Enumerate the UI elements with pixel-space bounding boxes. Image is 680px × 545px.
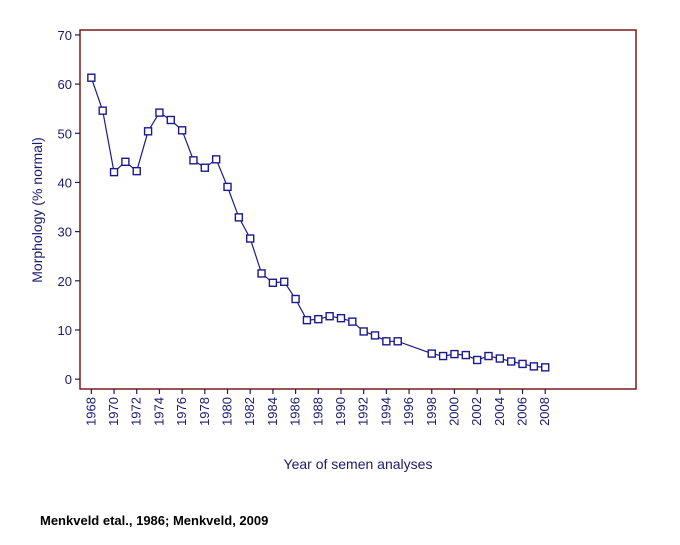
x-tick-label-1982: 1982 [242,397,257,426]
x-tick-label-2008: 2008 [537,397,552,426]
x-tick-label-1984: 1984 [265,397,280,426]
y-tick-label-10: 10 [58,323,72,338]
data-point-1974 [155,108,164,117]
x-tick-label-1988: 1988 [310,397,325,426]
data-point-1999 [438,351,448,361]
x-tick-label-1970: 1970 [106,397,121,426]
x-tick-label-1978: 1978 [197,397,212,426]
data-point-1993 [370,331,380,340]
x-axis-title: Year of semen analyses [284,456,433,472]
y-tick-label-50: 50 [58,126,72,141]
data-point-1980 [223,182,232,192]
x-tick-label-1992: 1992 [356,397,371,426]
y-tick-label-20: 20 [58,274,72,289]
data-point-1973 [143,127,153,136]
data-point-1987 [302,315,312,325]
data-point-1991 [348,317,357,326]
x-tick-label-2004: 2004 [492,397,507,426]
data-point-1977 [189,156,198,165]
data-point-1972 [132,166,141,176]
data-point-1978 [200,163,210,172]
x-axis: 1968 1970 1972 1974 1976 1978 1980 1982 1984 1986… [83,389,552,426]
x-tick-label-1972: 1972 [129,397,144,426]
y-tick-label-0: 0 [65,372,72,387]
x-tick-label-1986: 1986 [288,397,303,426]
data-point-1981 [234,213,244,222]
x-tick-label-2006: 2006 [515,397,530,426]
data-point-2006 [518,359,527,369]
series-layer [87,73,550,372]
data-point-1994 [382,337,391,346]
x-tick-label-1998: 1998 [424,397,439,426]
y-axis: 0 10 20 30 40 50 60 70 [58,28,80,387]
data-point-2002 [472,355,482,365]
x-tick-label-1968: 1968 [83,397,98,426]
x-tick-label-1996: 1996 [401,397,416,426]
y-tick-label-70: 70 [58,28,72,43]
x-tick-label-1976: 1976 [174,397,189,426]
data-point-1971 [121,157,130,166]
source-note: Menkveld etal., 1986; Menkveld, 2009 [40,513,269,528]
data-point-2000 [450,349,459,359]
plot-area-frame [79,29,637,390]
data-point-1984 [268,278,278,287]
data-point-1968 [87,73,96,82]
x-tick-label-2000: 2000 [446,397,461,426]
data-point-1985 [280,277,289,286]
y-tick-label-60: 60 [58,77,72,92]
data-point-1983 [257,269,266,278]
series-line-0 [90,77,546,368]
data-point-1998 [427,349,436,358]
data-point-1979 [211,155,221,164]
y-tick-label-40: 40 [58,175,72,190]
data-point-2008 [541,363,550,372]
data-point-1970 [109,167,119,177]
data-point-1969 [98,106,107,115]
x-tick-label-1994: 1994 [378,397,393,426]
data-point-1995 [393,337,402,346]
data-point-2007 [529,362,539,371]
y-tick-label-30: 30 [58,225,72,240]
data-point-1988 [314,314,323,324]
data-point-1990 [336,313,346,323]
data-point-2005 [506,357,516,366]
x-tick-label-1990: 1990 [333,397,348,426]
x-tick-label-2002: 2002 [469,397,484,426]
data-point-2003 [484,351,493,361]
data-point-2004 [495,354,505,363]
data-point-1989 [325,312,334,321]
x-tick-label-1980: 1980 [220,397,235,426]
data-point-2001 [461,350,470,360]
y-axis-title: Morphology (% normal) [29,137,45,283]
x-tick-label-1974: 1974 [151,397,166,426]
data-point-1982 [246,234,255,243]
data-point-1976 [177,126,187,135]
data-point-1975 [166,115,175,125]
data-point-1986 [291,294,300,304]
data-point-1992 [359,327,368,336]
